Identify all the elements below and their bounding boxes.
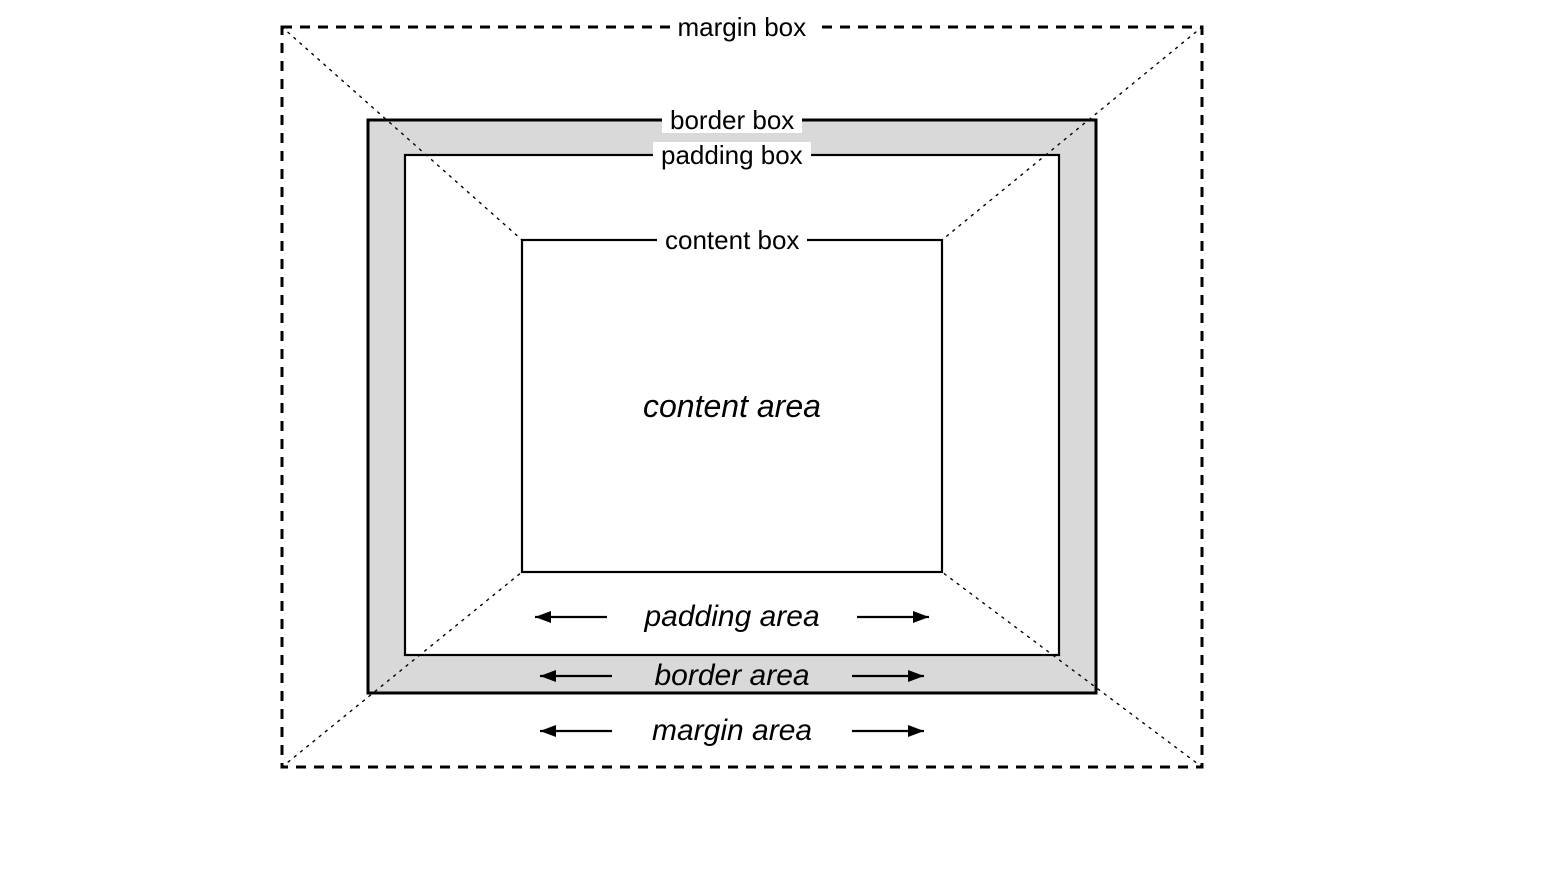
border-area-label: border area [647,661,818,691]
box-model-diagram: margin box border box padding box conten… [0,0,1565,880]
border-box-label: border box [662,107,802,133]
margin-area-label: margin area [644,716,820,746]
padding-box-label: padding box [653,142,811,168]
content-area-label: content area [635,390,829,422]
margin-box-label: margin box [670,14,815,40]
padding-area-label: padding area [637,602,828,632]
content-box-label: content box [657,227,807,253]
